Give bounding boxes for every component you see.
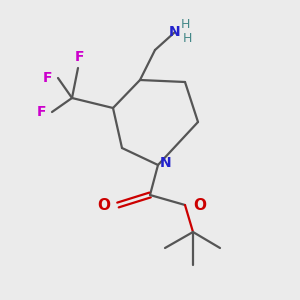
Text: N: N [160, 156, 172, 170]
Text: N: N [169, 25, 181, 39]
Text: F: F [43, 71, 52, 85]
Text: H: H [182, 32, 192, 44]
Text: O: O [97, 197, 110, 212]
Text: F: F [37, 105, 46, 119]
Text: O: O [193, 197, 206, 212]
Text: F: F [74, 50, 84, 64]
Text: H: H [180, 17, 190, 31]
